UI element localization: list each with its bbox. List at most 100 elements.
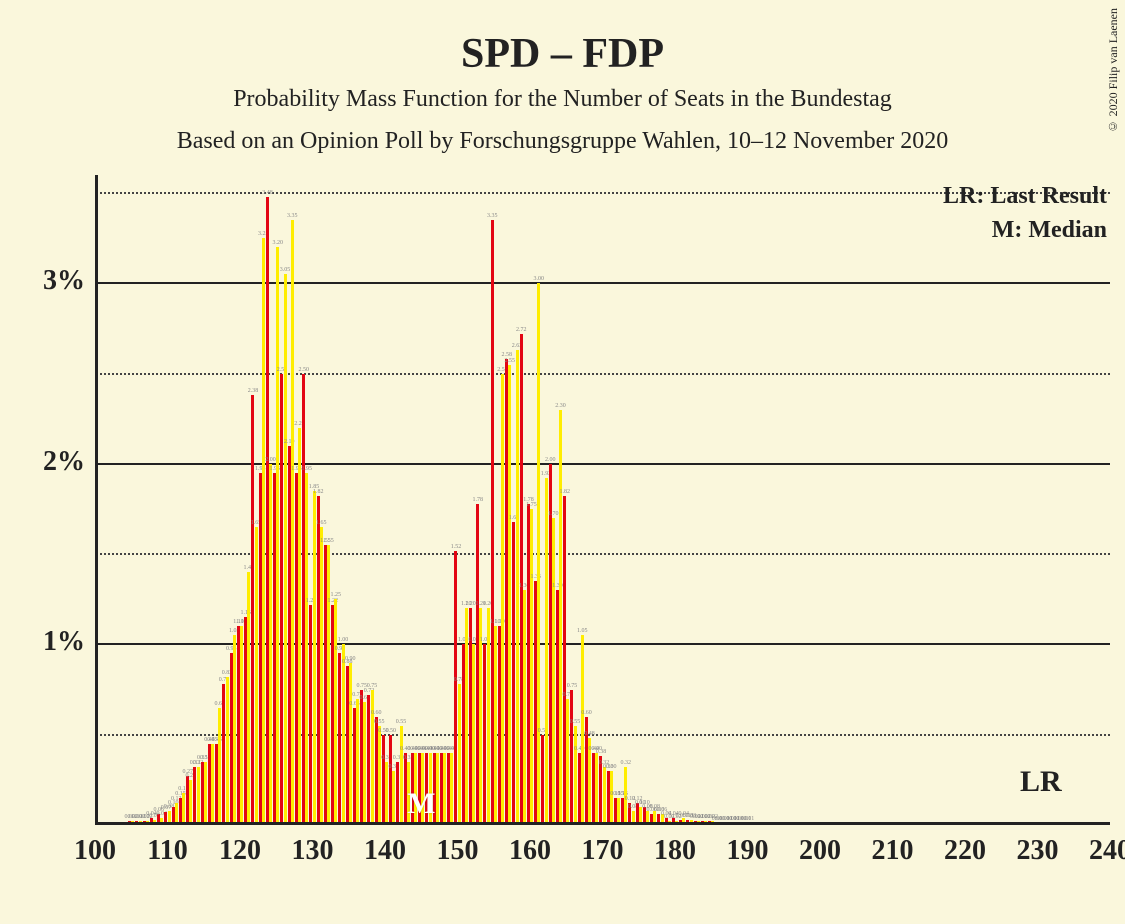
bar-value-label: 0.55 <box>396 719 407 725</box>
bar-yellow <box>581 635 584 825</box>
bar-yellow <box>240 626 243 825</box>
bar-yellow <box>334 599 337 825</box>
x-axis-tick-label: 150 <box>437 835 479 867</box>
bar-value-label: 2.00 <box>265 457 276 463</box>
bar-value-label: 0.48 <box>584 731 595 737</box>
bar-yellow <box>545 478 548 825</box>
bar-value-label: 1.52 <box>451 544 462 550</box>
bar-yellow <box>189 780 192 825</box>
bar-value-label: 3.35 <box>287 213 298 219</box>
bar-value-label: 0.60 <box>581 710 592 716</box>
bar-yellow <box>349 663 352 826</box>
bar-value-label: 2.55 <box>505 358 516 364</box>
lr-marker-label: LR <box>1020 765 1062 799</box>
x-axis-tick-label: 220 <box>944 835 986 867</box>
bar-yellow <box>204 762 207 825</box>
bar-value-label: 0.55 <box>374 719 385 725</box>
x-axis-tick-label: 180 <box>654 835 696 867</box>
bar-value-label: 0.55 <box>570 719 581 725</box>
bar-yellow <box>363 702 366 825</box>
bar-value-label: 0.75 <box>367 683 378 689</box>
bar-yellow <box>400 726 403 825</box>
gridline <box>95 463 1110 465</box>
bar-yellow <box>284 274 287 825</box>
bar-yellow <box>523 590 526 825</box>
bar-value-label: 0.75 <box>567 683 578 689</box>
bar-yellow <box>392 771 395 825</box>
bar-yellow <box>566 699 569 825</box>
bar-yellow <box>552 518 555 825</box>
x-axis-tick-label: 210 <box>872 835 914 867</box>
bar-value-label: 1.25 <box>331 592 342 598</box>
x-axis-line <box>95 822 1110 825</box>
bar-value-label: 3.48 <box>262 190 273 196</box>
bar-value-label: 1.82 <box>313 489 324 495</box>
bar-yellow <box>494 626 497 825</box>
bar-value-label: 2.30 <box>555 403 566 409</box>
bar-yellow <box>385 762 388 825</box>
bar-yellow <box>298 428 301 825</box>
chart-container: SPD – FDP Probability Mass Function for … <box>0 0 1125 924</box>
bar-value-label: 1.65 <box>316 520 327 526</box>
legend-median: M: Median <box>992 217 1107 244</box>
x-axis-tick-label: 120 <box>219 835 261 867</box>
bar-yellow <box>574 726 577 825</box>
plot-area: 0.020.020.020.020.020.020.040.030.060.04… <box>95 175 1110 825</box>
bar-yellow <box>378 726 381 825</box>
bar-yellow <box>291 220 294 825</box>
x-axis-tick-label: 230 <box>1017 835 1059 867</box>
x-axis-tick-label: 190 <box>727 835 769 867</box>
y-axis-tick-label: 2% <box>25 446 85 478</box>
y-axis-tick-label: 3% <box>25 265 85 297</box>
bar-value-label: 0.60 <box>371 710 382 716</box>
gridline <box>95 553 1110 555</box>
bar-yellow <box>458 684 461 825</box>
bar-value-label: 1.20 <box>465 601 476 607</box>
bar-value-label: 3.05 <box>280 267 291 273</box>
bar-yellow <box>226 677 229 825</box>
bar-yellow <box>537 283 540 825</box>
bar-value-label: 0.90 <box>345 656 356 662</box>
gridline <box>95 373 1110 375</box>
legend-last-result: LR: Last Result <box>943 183 1107 210</box>
median-marker-label: M <box>407 787 435 821</box>
bar-yellow <box>313 491 316 825</box>
x-axis-tick-label: 130 <box>292 835 334 867</box>
x-axis-tick-label: 110 <box>147 835 187 867</box>
gridline <box>95 282 1110 284</box>
x-axis-tick-label: 140 <box>364 835 406 867</box>
x-axis-tick-label: 170 <box>582 835 624 867</box>
bar-value-label: 3.35 <box>487 213 498 219</box>
chart-subtitle-1: Probability Mass Function for the Number… <box>0 86 1125 113</box>
bar-value-label: 2.00 <box>545 457 556 463</box>
bar-yellow <box>218 708 221 825</box>
bar-value-label: 2.50 <box>298 367 309 373</box>
bar-value-label: 0.32 <box>621 760 632 766</box>
bar-yellow <box>617 798 620 825</box>
bar-yellow <box>182 793 185 826</box>
bar-value-label: 2.38 <box>248 388 259 394</box>
bar-value-label: 0.30 <box>606 764 617 770</box>
bar-yellow <box>472 644 475 825</box>
bar-value-label: 1.05 <box>577 628 588 634</box>
bar-yellow <box>247 572 250 825</box>
bar-yellow <box>443 753 446 825</box>
bar-value-label: 0.38 <box>596 749 607 755</box>
bar-yellow <box>197 767 200 825</box>
bar-yellow <box>342 644 345 825</box>
bar-yellow <box>211 744 214 825</box>
bar-value-label: 1.70 <box>548 511 559 517</box>
x-axis-tick-label: 200 <box>799 835 841 867</box>
bar-yellow <box>262 238 265 825</box>
bar-value-label: 3.00 <box>534 276 545 282</box>
bar-yellow <box>450 753 453 825</box>
x-axis-tick-label: 160 <box>509 835 551 867</box>
bar-value-label: 1.78 <box>472 497 483 503</box>
bar-yellow <box>327 545 330 825</box>
bar-yellow <box>233 635 236 825</box>
bar-yellow <box>305 473 308 825</box>
bar-value-label: 1.55 <box>323 538 334 544</box>
chart-title: SPD – FDP <box>0 30 1125 78</box>
bar-yellow <box>559 410 562 825</box>
bar-value-label: 1.00 <box>338 637 349 643</box>
